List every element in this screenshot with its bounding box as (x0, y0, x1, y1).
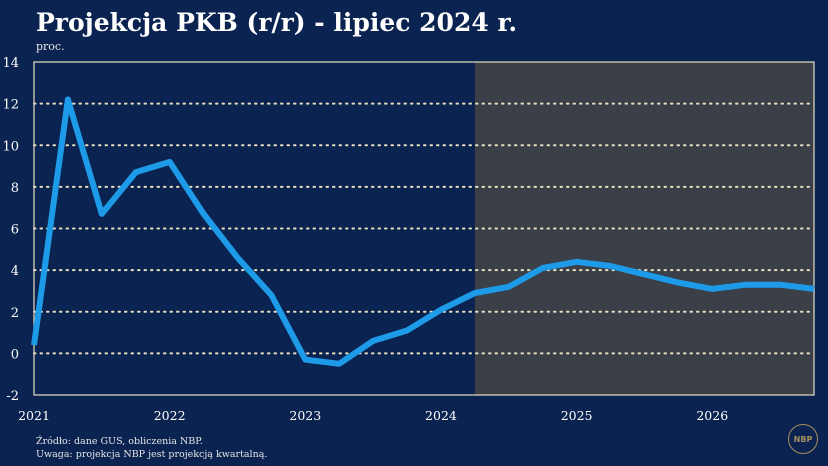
gdp-series-line (31, 96, 815, 367)
x-tick-label: 2022 (154, 408, 186, 423)
y-axis-unit-label: proc. (36, 40, 65, 53)
x-tick-label: 2021 (18, 408, 50, 423)
source-note: Źródło: dane GUS, obliczenia NBP. Uwaga:… (36, 435, 267, 461)
x-tick-label: 2023 (289, 408, 321, 423)
x-tick-label: 2025 (561, 408, 593, 423)
y-tick-label: 6 (11, 223, 19, 238)
y-tick-label: 4 (11, 264, 19, 279)
chart-title: Projekcja PKB (r/r) - lipiec 2024 r. (36, 8, 518, 37)
y-tick-label: 12 (2, 98, 19, 113)
y-tick-label: 8 (11, 181, 19, 196)
source-line: Źródło: dane GUS, obliczenia NBP. (36, 436, 203, 447)
x-tick-label: 2026 (696, 408, 728, 423)
nbp-logo-text: NBP (793, 434, 813, 444)
plot-frame (33, 61, 815, 396)
nbp-logo: NBP (788, 424, 818, 454)
x-tick-label: 2024 (425, 408, 457, 423)
y-tick-label: 0 (11, 347, 19, 362)
y-tick-label: 2 (11, 306, 19, 321)
y-tick-label: -2 (6, 389, 19, 404)
note-line: Uwaga: projekcja NBP jest projekcją kwar… (36, 449, 268, 460)
y-tick-label: 14 (2, 56, 19, 71)
y-tick-label: 10 (2, 139, 19, 154)
